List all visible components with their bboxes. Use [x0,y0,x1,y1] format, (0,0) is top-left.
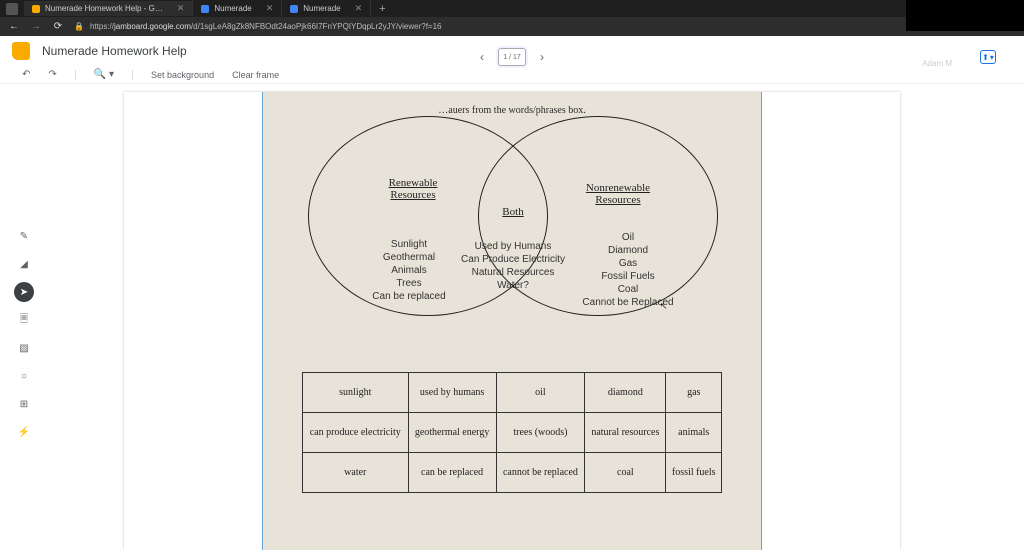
table-cell: trees (woods) [496,413,585,453]
window-icon [6,3,18,15]
document-title[interactable]: Numerade Homework Help [42,44,187,58]
jamboard-frame: …auers from the words/phrases box. Renew… [124,92,900,550]
tab-title: Numerade [214,4,251,13]
word-bank-table: sunlightused by humansoildiamondgascan p… [302,372,722,493]
share-button[interactable]: ⬆▾ [980,50,996,64]
table-row: sunlightused by humansoildiamondgas [303,373,722,413]
select-tool-icon[interactable]: ➤ [14,282,34,302]
jamboard-logo-icon[interactable] [12,42,30,60]
canvas-area[interactable]: …auers from the words/phrases box. Renew… [0,84,1024,550]
instruction-text: …auers from the words/phrases box. [263,105,761,116]
new-tab-button[interactable]: + [371,3,393,15]
set-background-button[interactable]: Set background [151,70,214,80]
forward-button[interactable]: → [30,21,42,32]
back-button[interactable]: ← [8,21,20,32]
laser-tool-icon[interactable]: ⚡ [14,422,34,442]
tab-close-icon[interactable]: ✕ [177,3,185,14]
sticky-note-tool-icon[interactable]: 🗏 [14,310,34,330]
tab-title: Numerade [303,4,340,13]
table-row: watercan be replacedcannot be replacedco… [303,453,722,493]
venn-right-items: OilDiamondGasFossil FuelsCoalCannot be R… [563,231,693,309]
table-cell: oil [496,373,585,413]
refresh-button[interactable]: ⟳ [52,21,64,32]
venn-left-header: RenewableResources [368,177,458,201]
lock-icon: 🔒 [74,22,84,31]
eraser-tool-icon[interactable]: ◢ [14,254,34,274]
venn-right-header: NonrenewableResources [573,182,663,206]
action-toolbar: ↶ ↷ 🔍 ▾ Set background Clear frame [0,66,1024,84]
webcam-overlay [906,0,1024,31]
clear-frame-button[interactable]: Clear frame [232,70,279,80]
table-cell: diamond [585,373,666,413]
venn-mid-items: Used by HumansCan Produce ElectricityNat… [448,240,578,292]
frame-indicator[interactable]: 1 / 17 [498,48,526,66]
table-cell: can be replaced [408,453,496,493]
table-cell: natural resources [585,413,666,453]
browser-tab[interactable]: Numerade Homework Help - G… ✕ [24,1,193,16]
shape-tool-icon[interactable]: ○ [14,366,34,386]
table-cell: animals [666,413,722,453]
table-cell: sunlight [303,373,409,413]
frame-navigator: ‹ 1 / 17 › [480,48,544,66]
tab-close-icon[interactable]: ✕ [355,3,363,14]
tab-favicon-icon [290,5,298,13]
address-bar: ← → ⟳ 🔒 https://jamboard.google.com/d/1s… [0,17,1024,36]
tab-title: Numerade Homework Help - G… [45,4,163,13]
table-row: can produce electricitygeothermal energy… [303,413,722,453]
app-header: Numerade Homework Help ‹ 1 / 17 › ⬆▾ [0,36,1024,66]
table-cell: used by humans [408,373,496,413]
url-field[interactable]: 🔒 https://jamboard.google.com/d/1sgLeA8g… [74,22,972,31]
undo-button[interactable]: ↶ [22,69,30,80]
image-tool-icon[interactable]: ▨ [14,338,34,358]
browser-tab-bar: Numerade Homework Help - G… ✕ Numerade ✕… [0,0,1024,17]
table-cell: geothermal energy [408,413,496,453]
table-cell: coal [585,453,666,493]
table-cell: gas [666,373,722,413]
tab-favicon-icon [32,5,40,13]
next-frame-button[interactable]: › [540,50,544,64]
venn-mid-header: Both [483,206,543,218]
table-cell: fossil fuels [666,453,722,493]
worksheet-image: …auers from the words/phrases box. Renew… [262,92,762,550]
browser-tab[interactable]: Numerade ✕ [282,1,371,16]
pen-tool-icon[interactable]: ✎ [14,226,34,246]
zoom-button[interactable]: 🔍 ▾ [94,69,114,80]
mouse-cursor-icon: ↖ [660,301,668,312]
browser-tab[interactable]: Numerade ✕ [193,1,282,16]
text-tool-icon[interactable]: ⊞ [14,394,34,414]
redo-button[interactable]: ↷ [48,69,56,80]
table-cell: cannot be replaced [496,453,585,493]
tab-close-icon[interactable]: ✕ [266,3,274,14]
venn-diagram: RenewableResources NonrenewableResources… [308,116,718,326]
prev-frame-button[interactable]: ‹ [480,50,484,64]
tab-favicon-icon [201,5,209,13]
table-cell: water [303,453,409,493]
side-toolbar: ✎ ◢ ➤ 🗏 ▨ ○ ⊞ ⚡ [14,226,34,442]
table-cell: can produce electricity [303,413,409,453]
user-name-label: Adam M [922,59,952,68]
